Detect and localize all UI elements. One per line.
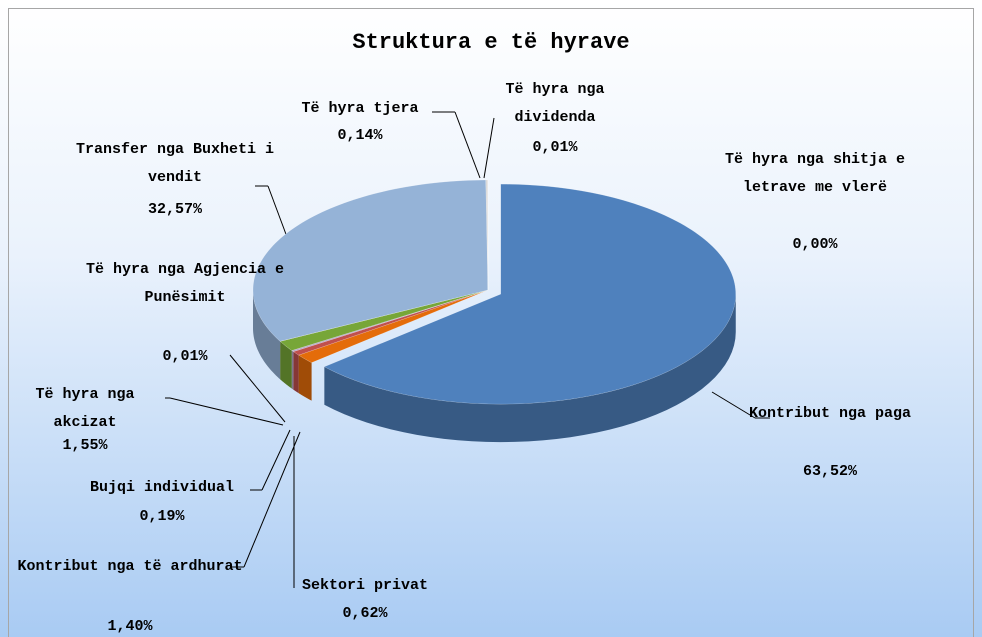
slice-value-label: 0,00% (792, 236, 838, 253)
slice-side (253, 290, 281, 380)
slice-value-label: 0,01% (532, 139, 578, 156)
pie-slice (252, 179, 489, 342)
slice-label: Të hyra nga dividenda (505, 81, 605, 126)
slice-label: Kontribut nga paga (748, 405, 912, 422)
slice-side (298, 355, 312, 401)
pie-tops (252, 179, 737, 405)
pie-slice (323, 183, 737, 405)
slice-value-label: 63,52% (802, 463, 857, 480)
slice-value-label: 0,14% (337, 127, 383, 144)
slice-label: Të hyra nga Agjencia e Punësimit (85, 261, 285, 306)
pie-slice (291, 289, 489, 352)
slice-side (293, 351, 299, 394)
slice-side (324, 294, 736, 443)
chart-title: Struktura e të hyrave (352, 30, 630, 55)
slice-value-label: 0,19% (139, 508, 185, 525)
slice-label: Sektori privat (301, 577, 429, 594)
slice-value-label: 0,62% (342, 605, 388, 622)
slice-value-label: 0,01% (162, 348, 208, 365)
pie-sides (253, 290, 736, 443)
slice-side (291, 350, 294, 390)
slice-label: Të hyra nga shitja e letrave me vlerë (724, 151, 906, 196)
slice-value-label: 1,55% (62, 437, 108, 454)
slice-label: Të hyra nga akcizat (35, 386, 135, 431)
frame (8, 8, 974, 637)
slice-value-label: 32,57% (147, 201, 202, 218)
slice-label: Transfer nga Buxheti i vendit (75, 141, 275, 186)
slice-label: Kontribut nga të ardhurat (17, 558, 243, 575)
slice-label: Bujqi individual (89, 479, 235, 496)
slice-side (280, 341, 292, 389)
slice-value-label: 1,40% (107, 618, 153, 635)
slice-label: Të hyra tjera (301, 100, 419, 117)
